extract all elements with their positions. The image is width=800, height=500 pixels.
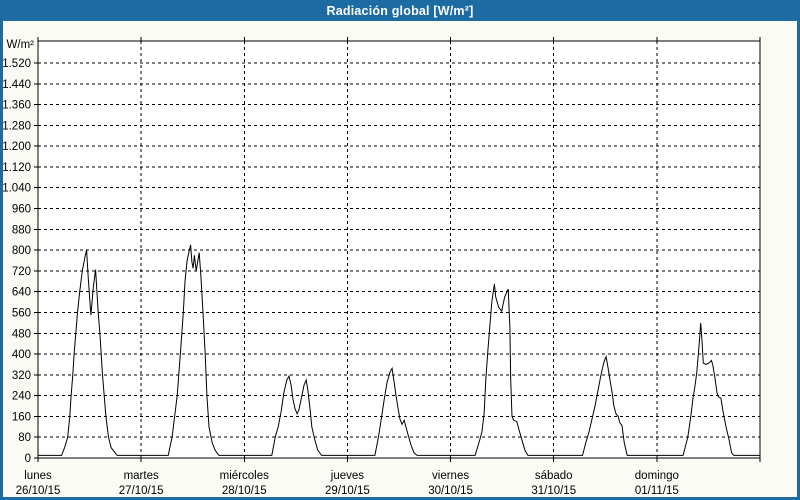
day-name-label: sábado: [535, 470, 573, 482]
y-tick-label: 880: [12, 224, 31, 236]
day-date-label: 27/10/15: [119, 485, 164, 497]
day-name-label: miércoles: [220, 470, 269, 482]
y-tick-label: 960: [12, 204, 31, 216]
y-tick-label: 160: [12, 411, 31, 423]
y-tick-label: 480: [12, 328, 31, 340]
y-tick-label: 560: [12, 307, 31, 319]
y-tick-label: 1.120: [2, 162, 31, 174]
y-tick-label: 320: [12, 370, 31, 382]
day-name-label: jueves: [330, 470, 364, 482]
y-tick-label: 0: [25, 453, 31, 465]
window-titlebar: Radiación global [W/m²]: [0, 0, 800, 21]
day-date-label: 29/10/15: [325, 485, 370, 497]
y-tick-label: 640: [12, 287, 31, 299]
plot-area: [38, 41, 760, 458]
day-date-label: 26/10/15: [16, 485, 61, 497]
y-tick-label: 400: [12, 349, 31, 361]
y-axis-unit-label: W/m²: [7, 39, 35, 51]
day-name-label: domingo: [635, 470, 679, 482]
day-date-label: 28/10/15: [222, 485, 267, 497]
day-date-label: 30/10/15: [428, 485, 473, 497]
y-tick-label: 1.520: [2, 58, 31, 70]
day-name-label: martes: [124, 470, 159, 482]
y-tick-label: 1.360: [2, 100, 31, 112]
y-tick-label: 1.040: [2, 183, 31, 195]
y-tick-label: 800: [12, 245, 31, 257]
y-tick-label: 80: [18, 432, 31, 444]
day-date-label: 01/11/15: [635, 485, 679, 497]
y-tick-label: 240: [12, 391, 31, 403]
day-date-label: 31/10/15: [531, 485, 576, 497]
window-title: Radiación global [W/m²]: [326, 3, 474, 18]
plot-border: [37, 40, 761, 459]
day-name-label: viernes: [432, 470, 469, 482]
radiation-line: [38, 244, 760, 456]
day-name-label: lunes: [24, 470, 52, 482]
y-tick-label: 720: [12, 266, 31, 278]
y-tick-label: 1.440: [2, 79, 31, 91]
y-tick-label: 1.280: [2, 120, 31, 132]
y-tick-label: 1.200: [2, 141, 31, 153]
